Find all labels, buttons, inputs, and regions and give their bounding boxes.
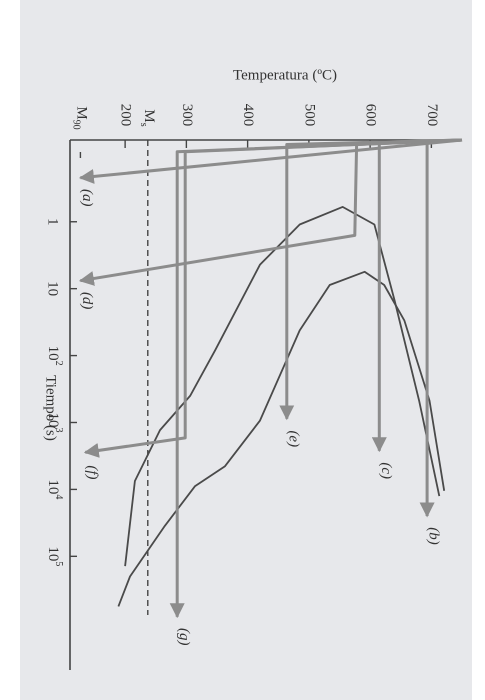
reference-label-sub: s [137, 123, 148, 127]
x-tick-exponent: 5 [53, 561, 64, 566]
y-tick-label: 700 [424, 104, 440, 127]
x-tick-exponent: 2 [53, 361, 64, 366]
reference-label-sub: 90 [70, 120, 81, 130]
x-tick-exponent: 3 [53, 427, 64, 432]
x-tick-base: 10 [45, 546, 61, 561]
path-label: (b) [426, 527, 442, 545]
reference-label-main: M [140, 109, 156, 122]
y-tick-label: 500 [301, 104, 317, 127]
transformation-curve [124, 205, 441, 567]
x-axis-label: Tiempo (s) [43, 375, 59, 441]
y-axis-label: Temperatura (ºC) [233, 67, 337, 83]
x-tick-label: 103 [45, 412, 64, 432]
x-tick-base: 10 [45, 346, 61, 361]
y-tick-label: 400 [240, 104, 256, 127]
x-tick-exponent: 4 [53, 494, 64, 499]
reference-label: M90 [70, 106, 89, 129]
path-label: (e) [285, 430, 301, 447]
cooling-path [419, 138, 463, 518]
x-tick-label: 10 [45, 281, 61, 296]
path-label: (c) [378, 462, 394, 479]
panel [20, 0, 472, 700]
path-label: (d) [79, 292, 95, 310]
path-label: (g) [176, 628, 192, 646]
x-tick-label: 104 [45, 479, 64, 499]
x-tick-label: 105 [45, 546, 64, 566]
path-label: (f) [84, 465, 100, 479]
path-label: (a) [79, 189, 95, 207]
y-tick-label: 600 [363, 104, 379, 127]
x-tick-base: 10 [45, 412, 61, 427]
y-tick-label: 200 [118, 104, 134, 127]
x-tick-label: 1 [45, 218, 61, 226]
y-tick-label: 300 [179, 104, 195, 127]
cooling-path [78, 138, 463, 184]
reference-label-main: M [73, 106, 89, 119]
transformation-curve [117, 270, 446, 607]
x-tick-label: 102 [45, 346, 64, 366]
reference-label: Ms [137, 109, 156, 126]
x-tick-base: 10 [45, 479, 61, 494]
